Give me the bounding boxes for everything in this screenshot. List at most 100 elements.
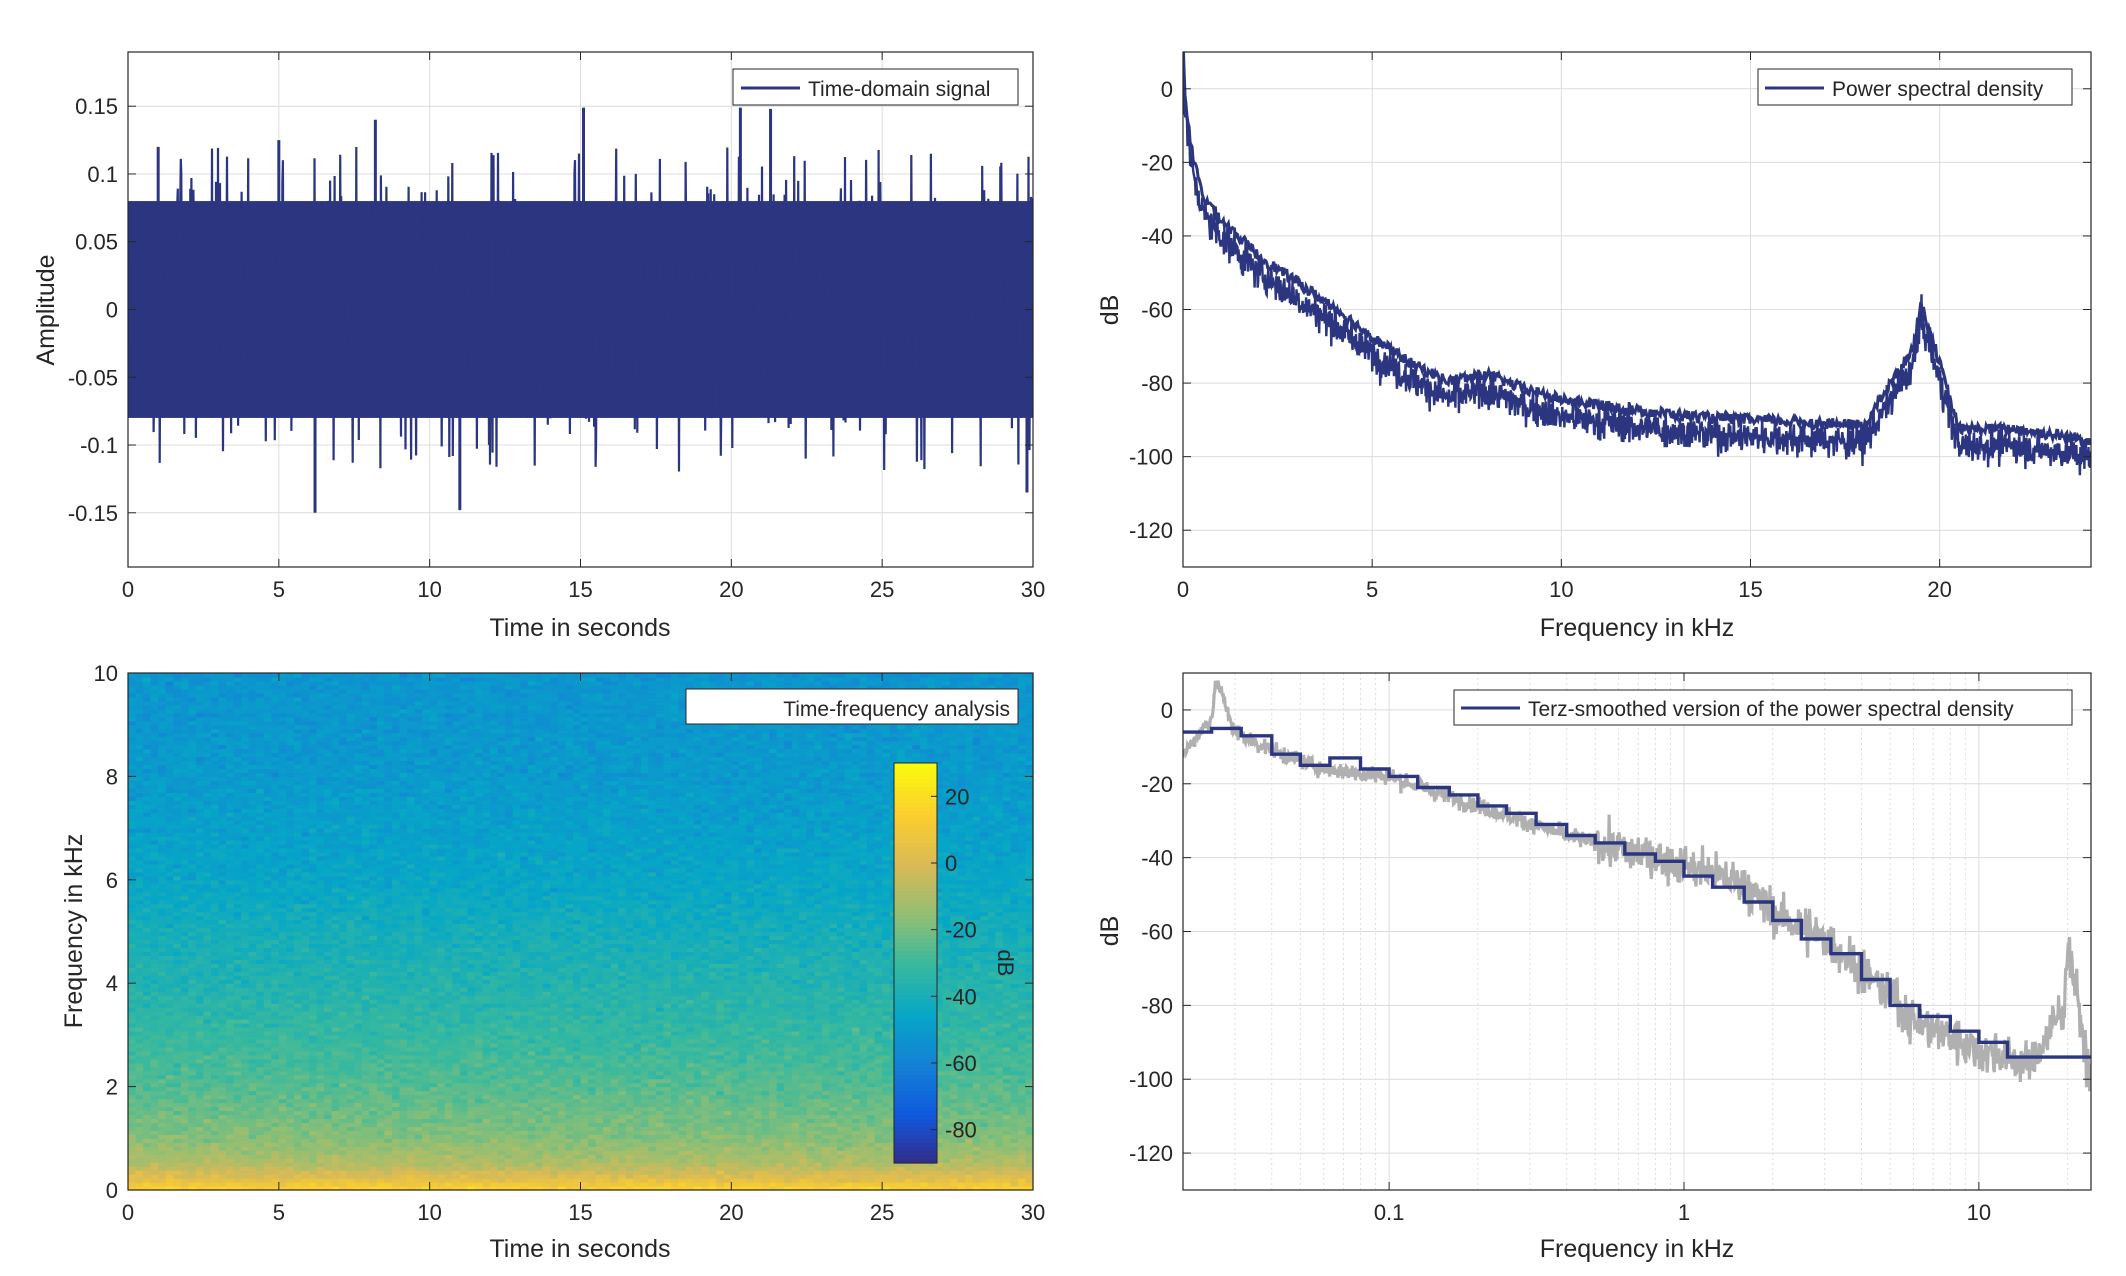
- heatmap-cell: [542, 1054, 551, 1060]
- heatmap-cell: [731, 1074, 740, 1080]
- heatmap-cell: [618, 1170, 627, 1175]
- heatmap-cell: [354, 1130, 363, 1135]
- heatmap-cell: [904, 1178, 913, 1183]
- heatmap-cell: [286, 1134, 295, 1139]
- heatmap-cell: [497, 1066, 506, 1072]
- heatmap-cell: [633, 1122, 642, 1127]
- heatmap-cell: [965, 1158, 974, 1163]
- heatmap-cell: [286, 1086, 295, 1092]
- heatmap-cell: [1002, 1090, 1011, 1096]
- heatmap-cell: [399, 1170, 408, 1175]
- heatmap-cell: [1025, 1186, 1034, 1191]
- heatmap-cell: [640, 1034, 649, 1040]
- heatmap-cell: [557, 1102, 567, 1108]
- heatmap-cell: [286, 1170, 295, 1175]
- heatmap-cell: [535, 1046, 544, 1052]
- psd-xtick-label: 5: [1366, 577, 1378, 602]
- heatmap-cell: [444, 1082, 453, 1088]
- heatmap-cell: [882, 1102, 891, 1108]
- heatmap-cell: [821, 1178, 830, 1183]
- heatmap-cell: [603, 1158, 612, 1163]
- heatmap-cell: [565, 1086, 574, 1092]
- heatmap-cell: [407, 1102, 416, 1108]
- heatmap-cell: [248, 1110, 257, 1116]
- heatmap-cell: [746, 1058, 755, 1064]
- heatmap-cell: [844, 1086, 853, 1092]
- heatmap-cell: [293, 1050, 303, 1056]
- heatmap-cell: [1025, 1150, 1034, 1155]
- heatmap-cell: [497, 1034, 506, 1040]
- heatmap-cell: [143, 1054, 152, 1060]
- heatmap-cell: [852, 1090, 861, 1096]
- heatmap-cell: [520, 1094, 529, 1100]
- heatmap-cell: [263, 1094, 272, 1100]
- heatmap-cell: [972, 1142, 981, 1147]
- heatmap-cell: [738, 1046, 748, 1052]
- heatmap-cell: [346, 1090, 355, 1096]
- heatmap-cell: [1017, 1086, 1027, 1092]
- heatmap-cell: [346, 1058, 355, 1064]
- heatmap-cell: [361, 1134, 370, 1139]
- heatmap-cell: [369, 1118, 378, 1123]
- heatmap-cell: [369, 1166, 378, 1171]
- heatmap-cell: [791, 1090, 800, 1096]
- heatmap-cell: [391, 1130, 401, 1135]
- heatmap-cell: [882, 1066, 891, 1072]
- heatmap-cell: [648, 1114, 657, 1120]
- heatmap-cell: [505, 1090, 514, 1096]
- heatmap-cell: [610, 1034, 619, 1040]
- heatmap-cell: [753, 1118, 763, 1123]
- heatmap-cell: [437, 1062, 446, 1068]
- heatmap-cell: [497, 1174, 506, 1179]
- heatmap-cell: [716, 1098, 725, 1104]
- heatmap-cell: [316, 1070, 325, 1076]
- heatmap-cell: [361, 1026, 370, 1032]
- heatmap-cell: [369, 1034, 378, 1040]
- heatmap-cell: [648, 1162, 657, 1167]
- heatmap-cell: [565, 1118, 574, 1123]
- heatmap-cell: [278, 1086, 287, 1092]
- heatmap-cell: [331, 1106, 340, 1112]
- heatmap-cell: [376, 1122, 386, 1127]
- heatmap-cell: [769, 1174, 778, 1179]
- heatmap-cell: [980, 1186, 989, 1191]
- heatmap-cell: [384, 1162, 393, 1167]
- heatmap-cell: [686, 1098, 695, 1104]
- heatmap-cell: [324, 1126, 333, 1131]
- heatmap-cell: [761, 1050, 770, 1056]
- heatmap-cell: [293, 1118, 303, 1123]
- heatmap-cell: [836, 1086, 846, 1092]
- heatmap-cell: [640, 1054, 649, 1060]
- heatmap-cell: [701, 1150, 710, 1155]
- heatmap-cell: [882, 1082, 891, 1088]
- heatmap-cell: [165, 1106, 174, 1112]
- heatmap-cell: [799, 1150, 808, 1155]
- heatmap-cell: [995, 1058, 1004, 1064]
- heatmap-cell: [791, 1182, 800, 1187]
- heatmap-cell: [1017, 1130, 1027, 1135]
- heatmap-cell: [324, 1122, 333, 1127]
- heatmap-cell: [452, 1058, 461, 1064]
- heatmap-cell: [369, 1070, 378, 1076]
- heatmap-cell: [407, 1138, 416, 1143]
- heatmap-cell: [776, 1050, 785, 1056]
- heatmap-cell: [324, 1182, 333, 1187]
- heatmap-cell: [135, 1030, 144, 1036]
- heatmap-cell: [248, 1134, 257, 1139]
- heatmap-cell: [723, 1134, 732, 1139]
- heatmap-cell: [829, 1174, 838, 1179]
- heatmap-cell: [723, 1102, 732, 1108]
- heatmap-cell: [753, 1102, 763, 1108]
- heatmap-cell: [814, 1038, 823, 1044]
- heatmap-cell: [595, 1182, 604, 1187]
- heatmap-cell: [535, 1142, 544, 1147]
- heatmap-cell: [550, 1090, 559, 1096]
- heatmap-cell: [248, 1142, 257, 1147]
- heatmap-cell: [867, 1034, 876, 1040]
- heatmap-cell: [482, 1026, 491, 1032]
- heatmap-cell: [814, 1158, 823, 1163]
- heatmap-cell: [580, 1078, 589, 1084]
- heatmap-cell: [399, 1182, 408, 1187]
- heatmap-cell: [490, 1050, 499, 1056]
- heatmap-cell: [791, 1114, 800, 1120]
